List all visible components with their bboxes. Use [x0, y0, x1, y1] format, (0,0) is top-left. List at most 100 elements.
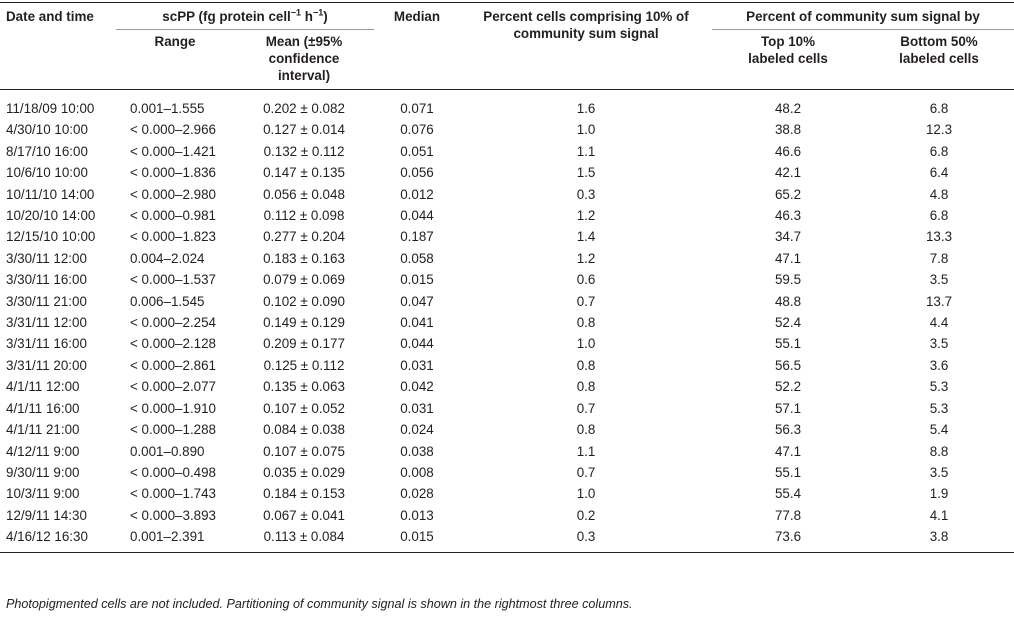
cell-bottom50: 4.8 [929, 186, 949, 202]
table-row: 4/1/11 16:00 < 0.000–1.910 0.107 ± 0.052 0.… [0, 398, 1014, 419]
cell-date: 4/16/12 16:30 [6, 529, 88, 545]
table-row: 10/20/10 14:00 < 0.000–0.981 0.112 ± 0.098… [0, 205, 1014, 226]
cell-bottom50: 3.8 [929, 529, 949, 545]
cell-top10: 56.3 [774, 422, 802, 438]
cell-bottom50: 8.8 [929, 443, 949, 459]
cell-date: 8/17/10 16:00 [6, 143, 88, 159]
cell-date: 3/30/11 16:00 [6, 272, 87, 288]
cell-percent-cells: 0.3 [576, 529, 596, 545]
data-table: Date and time scPP (fg protein cell−1 h−… [0, 2, 1014, 553]
cell-top10: 59.5 [774, 272, 802, 288]
cell-percent-cells: 1.0 [576, 486, 596, 502]
cell-top10: 47.1 [774, 443, 802, 459]
header-top10: Top 10% labeled cells [712, 29, 864, 90]
cell-top10: 46.3 [774, 208, 802, 224]
cell-range: 0.001–0.890 [130, 443, 205, 459]
table-row: 12/9/11 14:30 < 0.000–3.893 0.067 ± 0.041 0… [0, 505, 1014, 526]
cell-range: 0.004–2.024 [130, 250, 205, 266]
cell-percent-cells: 1.1 [576, 443, 596, 459]
cell-bottom50: 5.3 [929, 379, 949, 395]
cell-top10: 56.5 [774, 357, 802, 373]
cell-median: 0.031 [400, 357, 434, 373]
cell-top10: 48.2 [774, 101, 802, 116]
cell-bottom50: 3.6 [929, 357, 949, 373]
cell-mean: 0.125 ± 0.112 [263, 357, 345, 373]
cell-median: 0.008 [400, 464, 434, 480]
cell-top10: 52.4 [774, 315, 802, 331]
cell-percent-cells: 0.3 [576, 186, 596, 202]
cell-top10: 38.8 [774, 122, 802, 138]
cell-mean: 0.209 ± 0.177 [263, 336, 345, 352]
header-median: Median [374, 2, 460, 90]
header-percent-cells: Percent cells comprising 10% of communit… [460, 2, 712, 90]
cell-mean: 0.277 ± 0.204 [263, 229, 345, 245]
cell-percent-cells: 1.5 [576, 165, 596, 181]
cell-percent-cells: 1.2 [576, 250, 596, 266]
cell-date: 4/1/11 12:00 [6, 379, 80, 395]
cell-date: 12/15/10 10:00 [6, 229, 96, 245]
table-row: 4/1/11 21:00 < 0.000–1.288 0.084 ± 0.038 0.… [0, 419, 1014, 440]
cell-percent-cells: 0.8 [576, 357, 596, 373]
cell-top10: 55.1 [774, 464, 802, 480]
cell-percent-cells: 0.8 [576, 379, 596, 395]
cell-median: 0.041 [400, 315, 434, 331]
table-row: 4/12/11 9:00 0.001–0.890 0.107 ± 0.075 0.03… [0, 441, 1014, 462]
cell-median: 0.024 [400, 422, 434, 438]
cell-median: 0.047 [400, 293, 434, 309]
header-scpp-group: scPP (fg protein cell−1 h−1) [116, 2, 374, 30]
cell-percent-cells: 0.7 [576, 400, 596, 416]
cell-range: 0.001–1.555 [130, 101, 205, 116]
cell-mean: 0.127 ± 0.014 [263, 122, 345, 138]
cell-date: 3/31/11 20:00 [6, 357, 87, 373]
cell-date: 9/30/11 9:00 [6, 464, 80, 480]
cell-range: < 0.000–2.966 [130, 122, 217, 138]
cell-top10: 46.6 [774, 143, 802, 159]
cell-bottom50: 12.3 [925, 122, 953, 138]
cell-median: 0.044 [400, 208, 434, 224]
cell-mean: 0.149 ± 0.129 [263, 315, 345, 331]
cell-top10: 48.8 [774, 293, 802, 309]
cell-mean: 0.183 ± 0.163 [263, 250, 345, 266]
cell-top10: 57.1 [774, 400, 802, 416]
cell-top10: 52.2 [774, 379, 802, 395]
header-date: Date and time [0, 2, 116, 90]
cell-bottom50: 4.1 [929, 507, 949, 523]
table-row: 4/1/11 12:00 < 0.000–2.077 0.135 ± 0.063 0.… [0, 376, 1014, 397]
cell-range: < 0.000–1.910 [130, 400, 217, 416]
cell-range: < 0.000–1.836 [130, 165, 217, 181]
cell-mean: 0.056 ± 0.048 [263, 186, 345, 202]
cell-median: 0.028 [400, 486, 434, 502]
header-row-1: Date and time scPP (fg protein cell−1 h−… [0, 2, 1014, 90]
cell-percent-cells: 1.2 [576, 208, 596, 224]
table-row: 11/18/09 10:00 0.001–1.555 0.202 ± 0.082 0.… [0, 90, 1014, 120]
cell-range: < 0.000–1.537 [130, 272, 217, 288]
cell-range: 0.001–2.391 [130, 529, 205, 545]
cell-percent-cells: 1.1 [576, 143, 596, 159]
cell-mean: 0.035 ± 0.029 [263, 464, 345, 480]
cell-date: 3/30/11 21:00 [6, 293, 87, 309]
cell-percent-cells: 0.8 [576, 315, 596, 331]
cell-bottom50: 3.5 [929, 464, 949, 480]
table-row: 9/30/11 9:00 < 0.000–0.498 0.035 ± 0.029 0.… [0, 462, 1014, 483]
cell-range: < 0.000–1.823 [130, 229, 217, 245]
cell-date: 4/12/11 9:00 [6, 443, 80, 459]
table-row: 8/17/10 16:00 < 0.000–1.421 0.132 ± 0.112 0… [0, 141, 1014, 162]
table-row: 3/30/11 21:00 0.006–1.545 0.102 ± 0.090 0.0… [0, 291, 1014, 312]
table-row: 3/30/11 12:00 0.004–2.024 0.183 ± 0.163 0.0… [0, 248, 1014, 269]
cell-top10: 47.1 [774, 250, 802, 266]
cell-median: 0.056 [400, 165, 434, 181]
cell-median: 0.051 [400, 143, 434, 159]
cell-median: 0.044 [400, 336, 434, 352]
cell-top10: 55.1 [774, 336, 802, 352]
cell-top10: 77.8 [774, 507, 802, 523]
cell-range: 0.006–1.545 [130, 293, 205, 309]
cell-date: 10/3/11 9:00 [6, 486, 80, 502]
cell-mean: 0.132 ± 0.112 [263, 143, 345, 159]
cell-top10: 73.6 [774, 529, 802, 545]
table-row: 10/6/10 10:00 < 0.000–1.836 0.147 ± 0.135 0… [0, 162, 1014, 183]
cell-bottom50: 7.8 [929, 250, 949, 266]
cell-bottom50: 6.8 [929, 143, 949, 159]
cell-mean: 0.147 ± 0.135 [263, 165, 345, 181]
cell-mean: 0.102 ± 0.090 [263, 293, 345, 309]
